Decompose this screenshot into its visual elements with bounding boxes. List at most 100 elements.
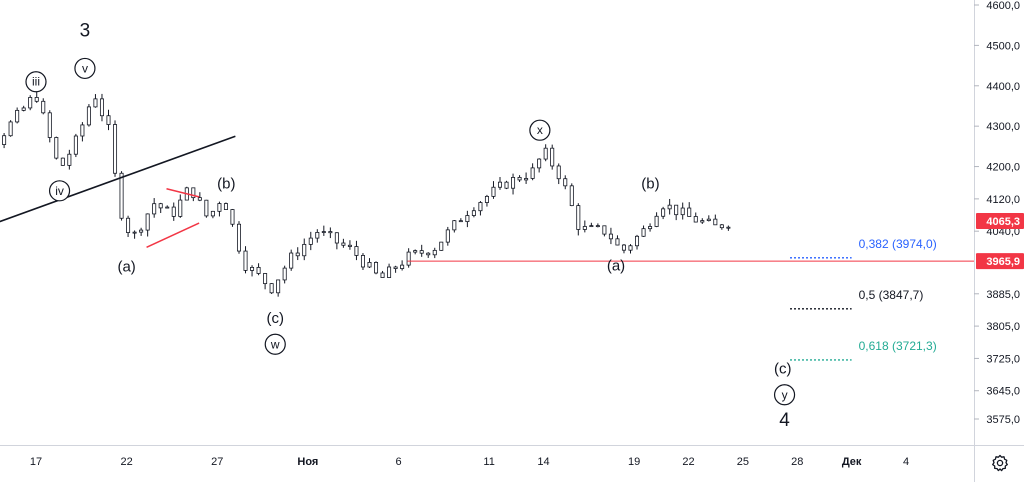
candle-body [569, 185, 574, 207]
candle-body [713, 218, 718, 226]
price-tags: 4065,3 3965,9 [976, 212, 1024, 270]
gear-icon [992, 454, 1008, 472]
price-tick-label: 4500,0 [986, 40, 1020, 52]
wave-label: x [537, 123, 543, 137]
candle-body [99, 98, 104, 117]
trendline[interactable] [0, 135, 236, 241]
candle-body [210, 210, 215, 217]
candle-body [8, 121, 13, 137]
candle-body [615, 238, 620, 246]
candle-body [73, 135, 78, 155]
candle-body [367, 262, 372, 268]
drawings-layer: 0,382 (3974,0) 0,5 (3847,7) 0,618 (3721,3)… [0, 20, 974, 431]
wave-label: 3 [80, 20, 91, 41]
candle-body [458, 220, 463, 223]
candle-body [86, 106, 91, 126]
wave-label: (c) [774, 361, 792, 378]
wave-label: iv [55, 184, 64, 198]
candle-body [719, 224, 724, 229]
chart-settings-button[interactable] [988, 452, 1012, 474]
wave-label: w [270, 337, 280, 351]
price-tag-label: 3965,9 [986, 256, 1020, 268]
price-tick-label: 3645,0 [986, 386, 1020, 398]
time-tick-label: 28 [791, 456, 803, 468]
wave-label-circle [25, 71, 47, 93]
candle-body [34, 97, 39, 102]
candle-body [667, 204, 672, 210]
candle-body [602, 225, 607, 235]
candle-body [504, 181, 509, 189]
candle-body [517, 177, 522, 181]
candle-body [635, 235, 640, 247]
candle-body [452, 220, 457, 231]
candle-body [15, 109, 20, 123]
candle-body [308, 237, 313, 245]
candle-body [661, 208, 666, 217]
candle-body [537, 158, 542, 169]
candle-body [478, 202, 483, 212]
candle-body [426, 252, 431, 256]
candle-body [54, 137, 59, 159]
candle-body [621, 244, 626, 251]
candle-body [119, 172, 124, 219]
candle-body [693, 216, 698, 223]
candle-body [726, 226, 731, 229]
wave-label-circle [529, 119, 551, 141]
candle-body [315, 232, 320, 239]
candle-body [648, 226, 653, 230]
candle-body [360, 255, 365, 268]
candle-body [2, 135, 7, 145]
wave-label: iii [32, 75, 40, 89]
candlestick-series [2, 91, 731, 297]
candle-body [674, 204, 679, 216]
candle-body [28, 97, 33, 109]
price-tick-label: 4300,0 [986, 121, 1020, 133]
candle-body [582, 226, 587, 230]
candle-body [263, 273, 268, 285]
candle-body [374, 262, 379, 274]
candle-body [165, 206, 170, 209]
candle-body [354, 246, 359, 256]
wave-label: (b) [641, 176, 659, 193]
candle-body [93, 98, 98, 108]
candle-body [380, 272, 385, 278]
price-tick-label: 3575,0 [986, 414, 1020, 426]
wave-label: 4 [779, 410, 790, 431]
candle-body [302, 243, 307, 257]
candle-body [595, 225, 600, 228]
time-axis[interactable]: 17 22 27 Ноя 6 11 14 19 22 25 28 Дек 4 [30, 456, 909, 468]
candle-body [628, 245, 633, 251]
price-tick-label: 4600,0 [986, 0, 1020, 12]
price-axis[interactable]: 4600,0 4500,0 4400,0 4300,0 4200,0 4120,0 4040… [974, 0, 1020, 426]
fib-level-label: 0,618 (3721,3) [859, 339, 937, 353]
candle-body [576, 205, 581, 230]
candle-body [132, 231, 137, 234]
last-price-tag [976, 212, 1024, 229]
candle-body [139, 229, 144, 233]
candle-body [432, 249, 437, 256]
triangle-line[interactable] [166, 188, 200, 198]
candle-body [445, 229, 450, 243]
candle-body [21, 107, 26, 111]
wave-label: y [782, 388, 788, 402]
candle-body [145, 213, 150, 231]
candle-body [223, 203, 228, 210]
candle-body [563, 178, 568, 187]
candle-body [471, 210, 476, 216]
candle-body [439, 241, 444, 251]
candle-body [276, 279, 281, 294]
candle-body [158, 203, 163, 209]
triangle-line[interactable] [146, 222, 200, 249]
candle-body [60, 157, 65, 166]
candle-body [126, 217, 131, 233]
time-tick-label: Ноя [297, 456, 318, 468]
candle-body [334, 232, 339, 244]
wave-label-circle [74, 57, 96, 80]
candle-body [484, 195, 489, 203]
candle-body [243, 250, 248, 271]
wave-label: (b) [217, 176, 235, 193]
candle-body [641, 228, 646, 237]
wave-label: (a) [117, 259, 135, 276]
candle-body [680, 207, 685, 216]
